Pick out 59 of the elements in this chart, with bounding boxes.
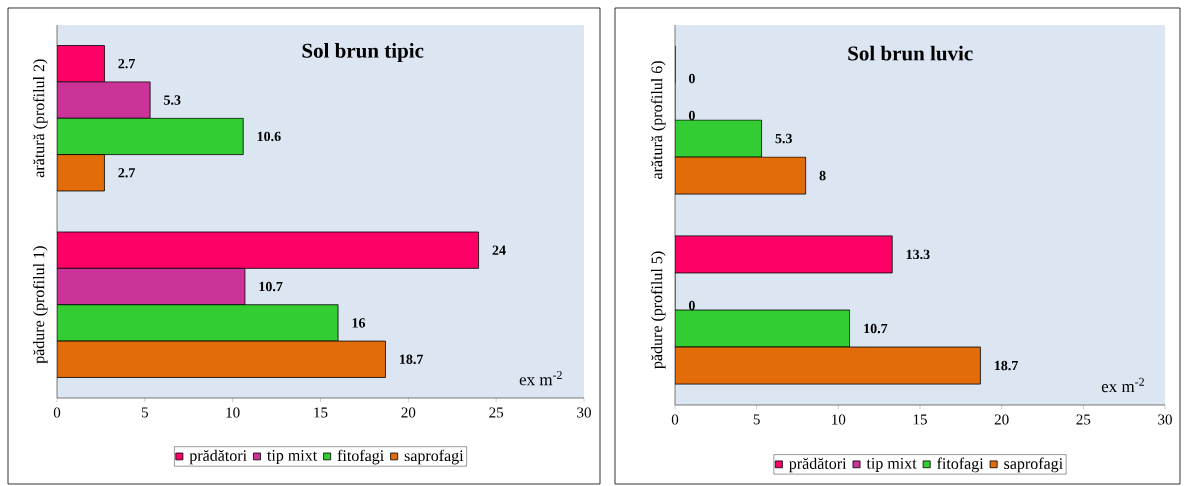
bar — [675, 235, 893, 274]
data-label: 18.7 — [994, 360, 1018, 371]
x-tick-label: 25 — [1076, 414, 1091, 425]
data-label: 13.3 — [906, 249, 930, 260]
x-tick-label: 30 — [577, 407, 591, 418]
bar — [675, 119, 762, 158]
legend-label: saprofagi — [404, 449, 464, 465]
x-tick-label: 20 — [994, 414, 1009, 425]
text: Sol brun tipic — [302, 43, 424, 63]
bar — [57, 231, 479, 269]
data-label: 10.7 — [864, 323, 888, 334]
data-label: 5.3 — [775, 133, 792, 144]
bar — [675, 346, 981, 385]
x-tick-label: 5 — [753, 414, 760, 425]
data-label: 18.7 — [400, 354, 424, 365]
y-tick-label: pădure (profilul 5) — [650, 251, 666, 369]
bar — [57, 267, 246, 306]
x-tick-label: 15 — [913, 414, 927, 425]
y-tick-label: pădure (profilul 1) — [32, 246, 48, 364]
legend-label: saprofagi — [1004, 457, 1063, 473]
legend-label: fitofagi — [337, 449, 384, 465]
legend-label: tip mixt — [267, 450, 318, 465]
x-tick-label: 10 — [832, 414, 846, 425]
y-tick-label: arătură (profilul 2) — [32, 59, 48, 178]
x-tick-label: 5 — [141, 407, 149, 418]
x-tick-label: 10 — [226, 407, 240, 418]
bar — [675, 309, 851, 348]
data-label: 10.7 — [259, 281, 283, 292]
bar — [675, 156, 807, 195]
data-label: 0 — [688, 73, 695, 84]
data-label: 10.6 — [257, 131, 281, 142]
bar — [57, 154, 105, 192]
data-label: 5.3 — [164, 95, 181, 105]
data-label: 8 — [819, 170, 826, 181]
bar — [57, 81, 151, 119]
data-label: 0 — [688, 110, 695, 121]
legend-label: tip mixt — [866, 457, 917, 472]
x-tick-label: 15 — [314, 407, 328, 418]
bar — [57, 45, 105, 83]
data-label: 24 — [492, 245, 506, 255]
x-tick-label: 25 — [489, 407, 504, 418]
legend-label: prădători — [189, 449, 247, 465]
bar — [57, 304, 339, 342]
x-tick-label: 30 — [1158, 414, 1172, 425]
annotation: ex m$^{-2}$ — [1101, 377, 1144, 393]
bar — [57, 340, 386, 378]
y-tick-label: arătură (profilul 6) — [650, 61, 666, 179]
bar — [57, 117, 244, 156]
x-tick-label: 0 — [671, 414, 679, 425]
legend-label: fitofagi — [937, 457, 984, 473]
data-label: 16 — [352, 318, 366, 328]
data-label: 0 — [688, 300, 695, 311]
x-tick-label: 20 — [401, 407, 416, 418]
data-label: 2.7 — [118, 58, 136, 69]
legend-label: prădători — [789, 457, 847, 473]
text: Sol brun luvic — [848, 45, 973, 61]
data-label: 2.7 — [118, 168, 136, 178]
x-tick-label: 0 — [53, 407, 61, 418]
annotation: ex m$^{-2}$ — [519, 371, 562, 386]
